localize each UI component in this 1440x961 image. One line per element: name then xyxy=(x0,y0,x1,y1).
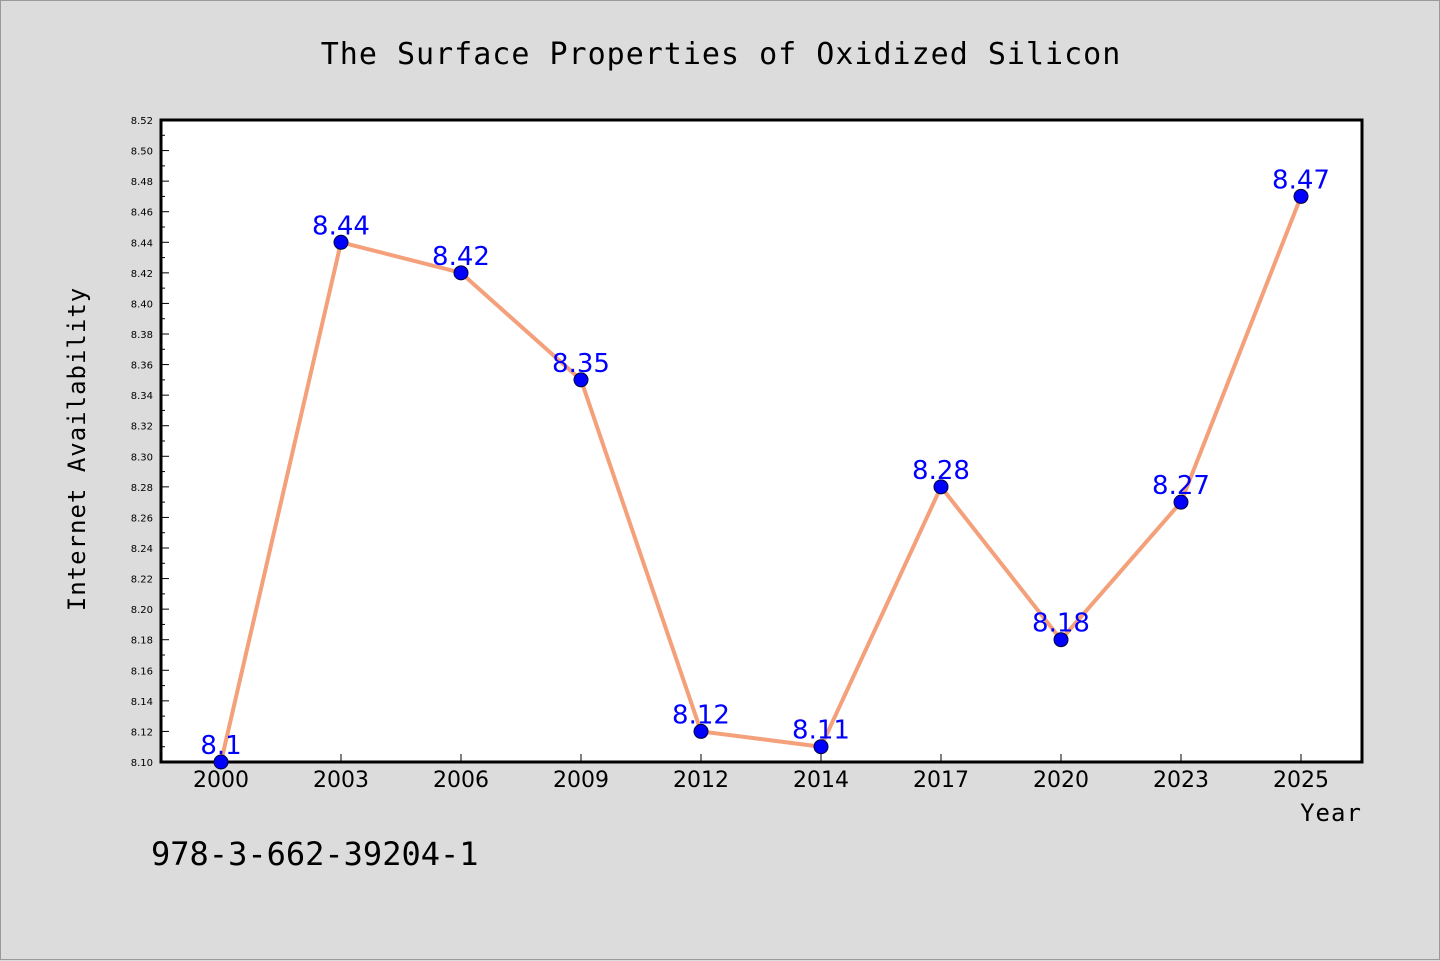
y-tick-label: 8.32 xyxy=(131,422,153,433)
data-label: 8.18 xyxy=(1032,609,1090,639)
y-tick-label: 8.28 xyxy=(131,483,153,494)
data-point-marker xyxy=(213,754,229,770)
y-tick-label: 8.38 xyxy=(131,330,153,341)
y-tick-label: 8.40 xyxy=(131,299,153,310)
y-tick-label: 8.20 xyxy=(131,605,153,616)
y-tick-label: 8.12 xyxy=(131,727,153,738)
data-label: 8.35 xyxy=(552,349,610,379)
y-tick-label: 8.44 xyxy=(131,238,153,249)
y-tick-label: 8.18 xyxy=(131,636,153,647)
y-tick-label: 8.30 xyxy=(131,452,153,463)
data-point-marker xyxy=(573,372,589,388)
data-point-marker xyxy=(1293,188,1309,204)
y-tick-label: 8.16 xyxy=(131,666,153,677)
footnote-isbn: 978-3-662-39204-1 xyxy=(151,835,479,873)
data-label: 8.44 xyxy=(312,211,370,241)
x-tick-label: 2025 xyxy=(1273,768,1329,793)
data-label: 8.47 xyxy=(1272,165,1330,195)
data-label: 8.28 xyxy=(912,456,970,486)
y-tick-label: 8.14 xyxy=(131,697,153,708)
y-tick-label: 8.10 xyxy=(131,758,153,769)
chart-title: The Surface Properties of Oxidized Silic… xyxy=(321,37,1122,72)
data-point-marker xyxy=(1173,494,1189,510)
y-tick-label: 8.50 xyxy=(131,147,153,158)
data-label: 8.11 xyxy=(792,716,850,746)
y-axis: 8.10 8.12 8.14 8.16 8.18 8.20 8.22 8.24 8.26 8.28… xyxy=(131,116,169,769)
data-label: 8.12 xyxy=(672,700,730,730)
y-tick-label: 8.26 xyxy=(131,513,153,524)
x-tick-label: 2006 xyxy=(433,768,489,793)
x-axis: 2000 2003 2006 2009 2012 2014 2017 2020 2023 2025 xyxy=(193,754,1329,793)
y-tick-label: 8.34 xyxy=(131,391,153,402)
y-tick-label: 8.52 xyxy=(131,116,153,127)
series-line xyxy=(219,195,1303,763)
x-axis-title: Year xyxy=(1300,799,1362,827)
x-tick-label: 2017 xyxy=(913,768,969,793)
y-tick-label: 8.36 xyxy=(131,361,153,372)
y-tick-label: 8.48 xyxy=(131,177,153,188)
y-tick-label: 8.24 xyxy=(131,544,153,555)
x-tick-label: 2000 xyxy=(193,768,249,793)
data-label: 8.42 xyxy=(432,242,490,272)
data-point-marker xyxy=(453,265,469,281)
x-tick-label: 2020 xyxy=(1033,768,1089,793)
data-point-marker xyxy=(813,739,829,755)
data-point-marker xyxy=(933,479,949,495)
data-label: 8.1 xyxy=(200,731,241,761)
series-line-group xyxy=(213,188,1309,770)
data-label: 8.27 xyxy=(1152,471,1210,501)
x-tick-label: 2012 xyxy=(673,768,729,793)
data-point-marker xyxy=(333,234,349,250)
x-tick-label: 2003 xyxy=(313,768,369,793)
y-tick-label: 8.46 xyxy=(131,208,153,219)
plot-area xyxy=(159,118,1364,764)
x-tick-label: 2014 xyxy=(793,768,849,793)
x-tick-label: 2023 xyxy=(1153,768,1209,793)
data-point-marker xyxy=(1053,632,1069,648)
y-tick-label: 8.22 xyxy=(131,575,153,586)
y-axis-title: Internet Availability xyxy=(63,287,91,611)
data-labels: 8.1 8.44 8.42 8.35 8.12 8.11 8.28 8.18 8.27 8.47 xyxy=(200,165,1330,761)
x-tick-label: 2009 xyxy=(553,768,609,793)
y-tick-label: 8.42 xyxy=(131,269,153,280)
data-point-marker xyxy=(693,723,709,739)
